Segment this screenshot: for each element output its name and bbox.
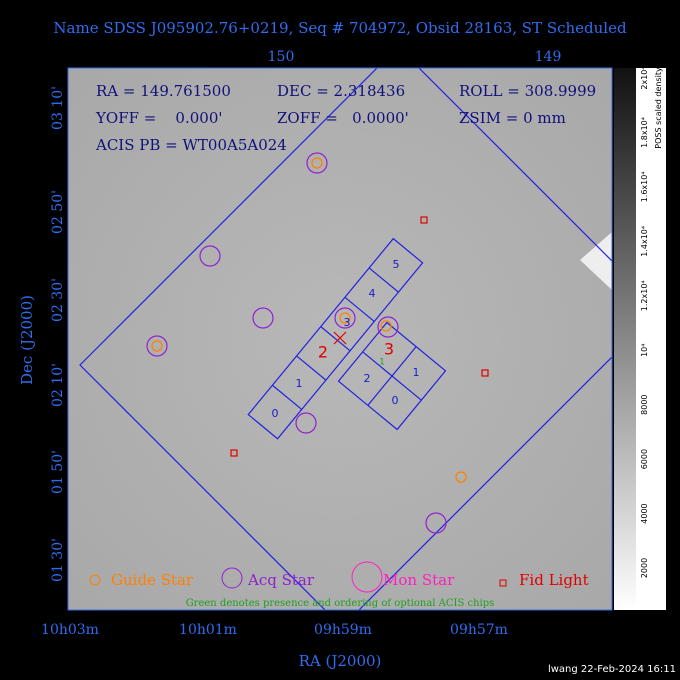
left-tick-label: 02 30': [50, 278, 66, 322]
field-of-view: [79, 68, 612, 610]
i-array: [247, 237, 424, 440]
s-array: [337, 321, 447, 431]
bottom-tick-label: 09h57m: [450, 622, 508, 638]
left-tick-label: 01 50': [50, 450, 66, 494]
colorbar-label: POSS scaled density: [654, 67, 663, 149]
legend-guide-icon: [89, 574, 101, 586]
optional-chip-label: 1: [379, 358, 385, 368]
chip-label: 5: [393, 258, 400, 271]
chip-label: 4: [369, 287, 376, 300]
legend-mon: Mon Star: [383, 571, 455, 589]
left-tick-label: 01 30': [50, 538, 66, 582]
bottom-tick-label: 10h03m: [41, 622, 99, 638]
legend-fid-icon: [499, 579, 507, 587]
colorbar-tick-label: 1.8x10⁴: [640, 117, 649, 148]
colorbar-labels-bg: [636, 68, 666, 610]
colorbar-tick-label: 2x10⁴: [640, 66, 649, 89]
chip-label: 2: [318, 343, 328, 362]
info-yoff: YOFF = 0.000': [95, 109, 223, 127]
colorbar-tick-label: 1.2x10⁴: [640, 280, 649, 311]
colorbar-tick-label: 2000: [640, 558, 649, 578]
fid-lights: [230, 216, 489, 457]
x-axis-label: RA (J2000): [299, 652, 382, 670]
y-axis-label: Dec (J2000): [18, 295, 36, 385]
sky-image: [68, 68, 612, 610]
colorbar-tick-label: 1.6x10⁴: [640, 171, 649, 202]
acq-stars: [146, 152, 447, 534]
chip-label: 3: [384, 340, 394, 359]
chip-label: 1: [296, 377, 303, 390]
chip-label: 3: [344, 316, 351, 329]
info-dec: DEC = 2.318436: [277, 82, 405, 100]
colorbar: [614, 68, 636, 610]
colorbar-tick-label: 10⁴: [640, 344, 649, 357]
legend-acq: Acq Star: [247, 571, 315, 589]
chip-label: 2: [364, 372, 371, 385]
colorbar-tick-label: 1.4x10⁴: [640, 226, 649, 257]
chip-label: 0: [392, 394, 399, 407]
bottom-tick-label: 10h01m: [179, 622, 237, 638]
info-ra: RA = 149.761500: [96, 82, 231, 100]
bright-patch: [580, 232, 612, 290]
top-tick-label: 150: [268, 49, 295, 65]
top-tick-label: 149: [535, 49, 562, 65]
note: Green denotes presence and ordering of o…: [186, 598, 495, 609]
left-tick-label: 02 50': [50, 190, 66, 234]
left-tick-label: 02 10': [50, 363, 66, 407]
info-zoff: ZOFF = 0.0000': [277, 109, 409, 127]
info-roll: ROLL = 308.9999: [459, 82, 596, 100]
title: Name SDSS J095902.76+0219, Seq # 704972,…: [53, 19, 627, 37]
colorbar-tick-label: 8000: [640, 394, 649, 414]
bottom-tick-label: 09h59m: [314, 622, 372, 638]
footer: lwang 22-Feb-2024 16:11: [548, 664, 676, 675]
chip-label: 0: [272, 407, 279, 420]
colorbar-tick-label: 4000: [640, 503, 649, 523]
legend-mon-icon: [351, 561, 383, 593]
colorbar-ticks: 2x10⁴ 1.8x10⁴ 1.6x10⁴ 1.4x10⁴ 1.2x10⁴ 10⁴ 8000…: [640, 66, 649, 578]
info-acis: ACIS PB = WT00A5A024: [95, 136, 287, 154]
guide-stars: [151, 157, 467, 483]
left-tick-label: 03 10': [50, 86, 66, 130]
overlay: [79, 68, 612, 610]
legend-guide: Guide Star: [111, 571, 194, 589]
legend-acq-icon: [221, 567, 243, 589]
legend-fid: Fid Light: [519, 571, 589, 589]
colorbar-tick-label: 6000: [640, 449, 649, 469]
plot-frame: [67, 67, 613, 611]
chip-label: 1: [413, 366, 420, 379]
info-zsim: ZSIM = 0 mm: [459, 109, 566, 127]
